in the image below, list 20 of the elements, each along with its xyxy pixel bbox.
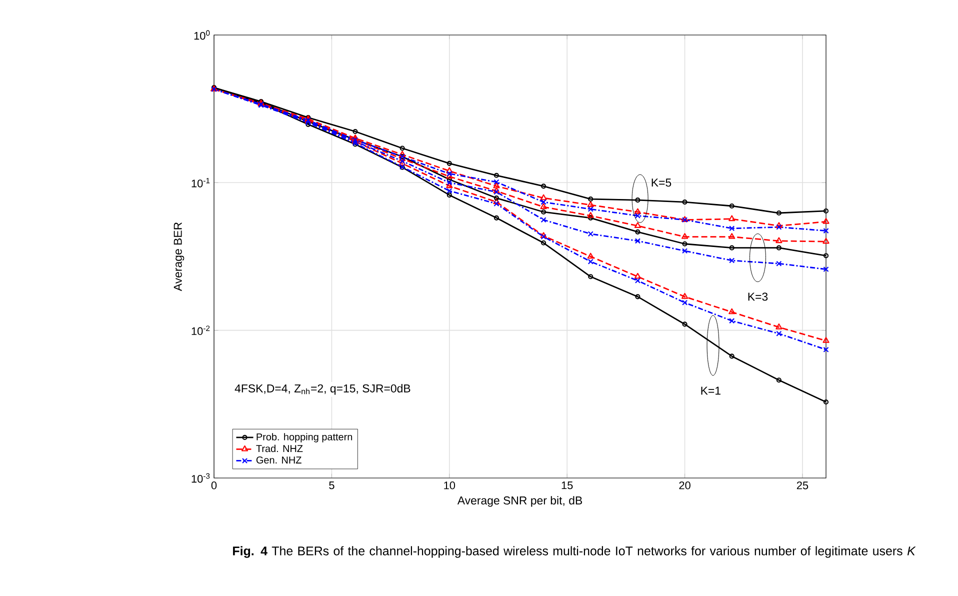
x-tick-label: 20	[679, 482, 690, 490]
legend-label: Gen. NHZ	[256, 456, 302, 464]
x-tick-label: 25	[796, 482, 808, 490]
x-tick-label: 5	[329, 482, 334, 490]
x-tick-label: 0	[211, 482, 217, 490]
x-tick-label: 10	[444, 482, 456, 490]
y-tick-label: 10$^{0}$	[194, 30, 210, 40]
annotation: K=1	[701, 386, 720, 395]
y-tick-label: 10$^{-1}$	[192, 178, 210, 188]
y-tick-label: 10$^{-2}$	[192, 326, 210, 336]
x-tick-label: 15	[562, 482, 573, 490]
x-axis-title: Average SNR per bit, dB	[457, 496, 582, 507]
legend-label: Prob. hopping pattern	[256, 433, 352, 442]
y-axis-title: Average BER	[174, 222, 184, 292]
annotation: K=3	[748, 292, 768, 301]
y-tick-label: 10$^{-3}$	[192, 473, 210, 483]
annotation: K=5	[652, 178, 672, 187]
text: Fig. 4 The BERs of the channel-hopping-based wireless multi-node IoT networks for various number of legitimate users K	[233, 546, 916, 558]
annotation: 4FSK,D=4, Z$_{nh}$=2, q=15, SJR=0dB	[234, 384, 410, 395]
legend-label: Trad. NHZ	[256, 444, 303, 452]
